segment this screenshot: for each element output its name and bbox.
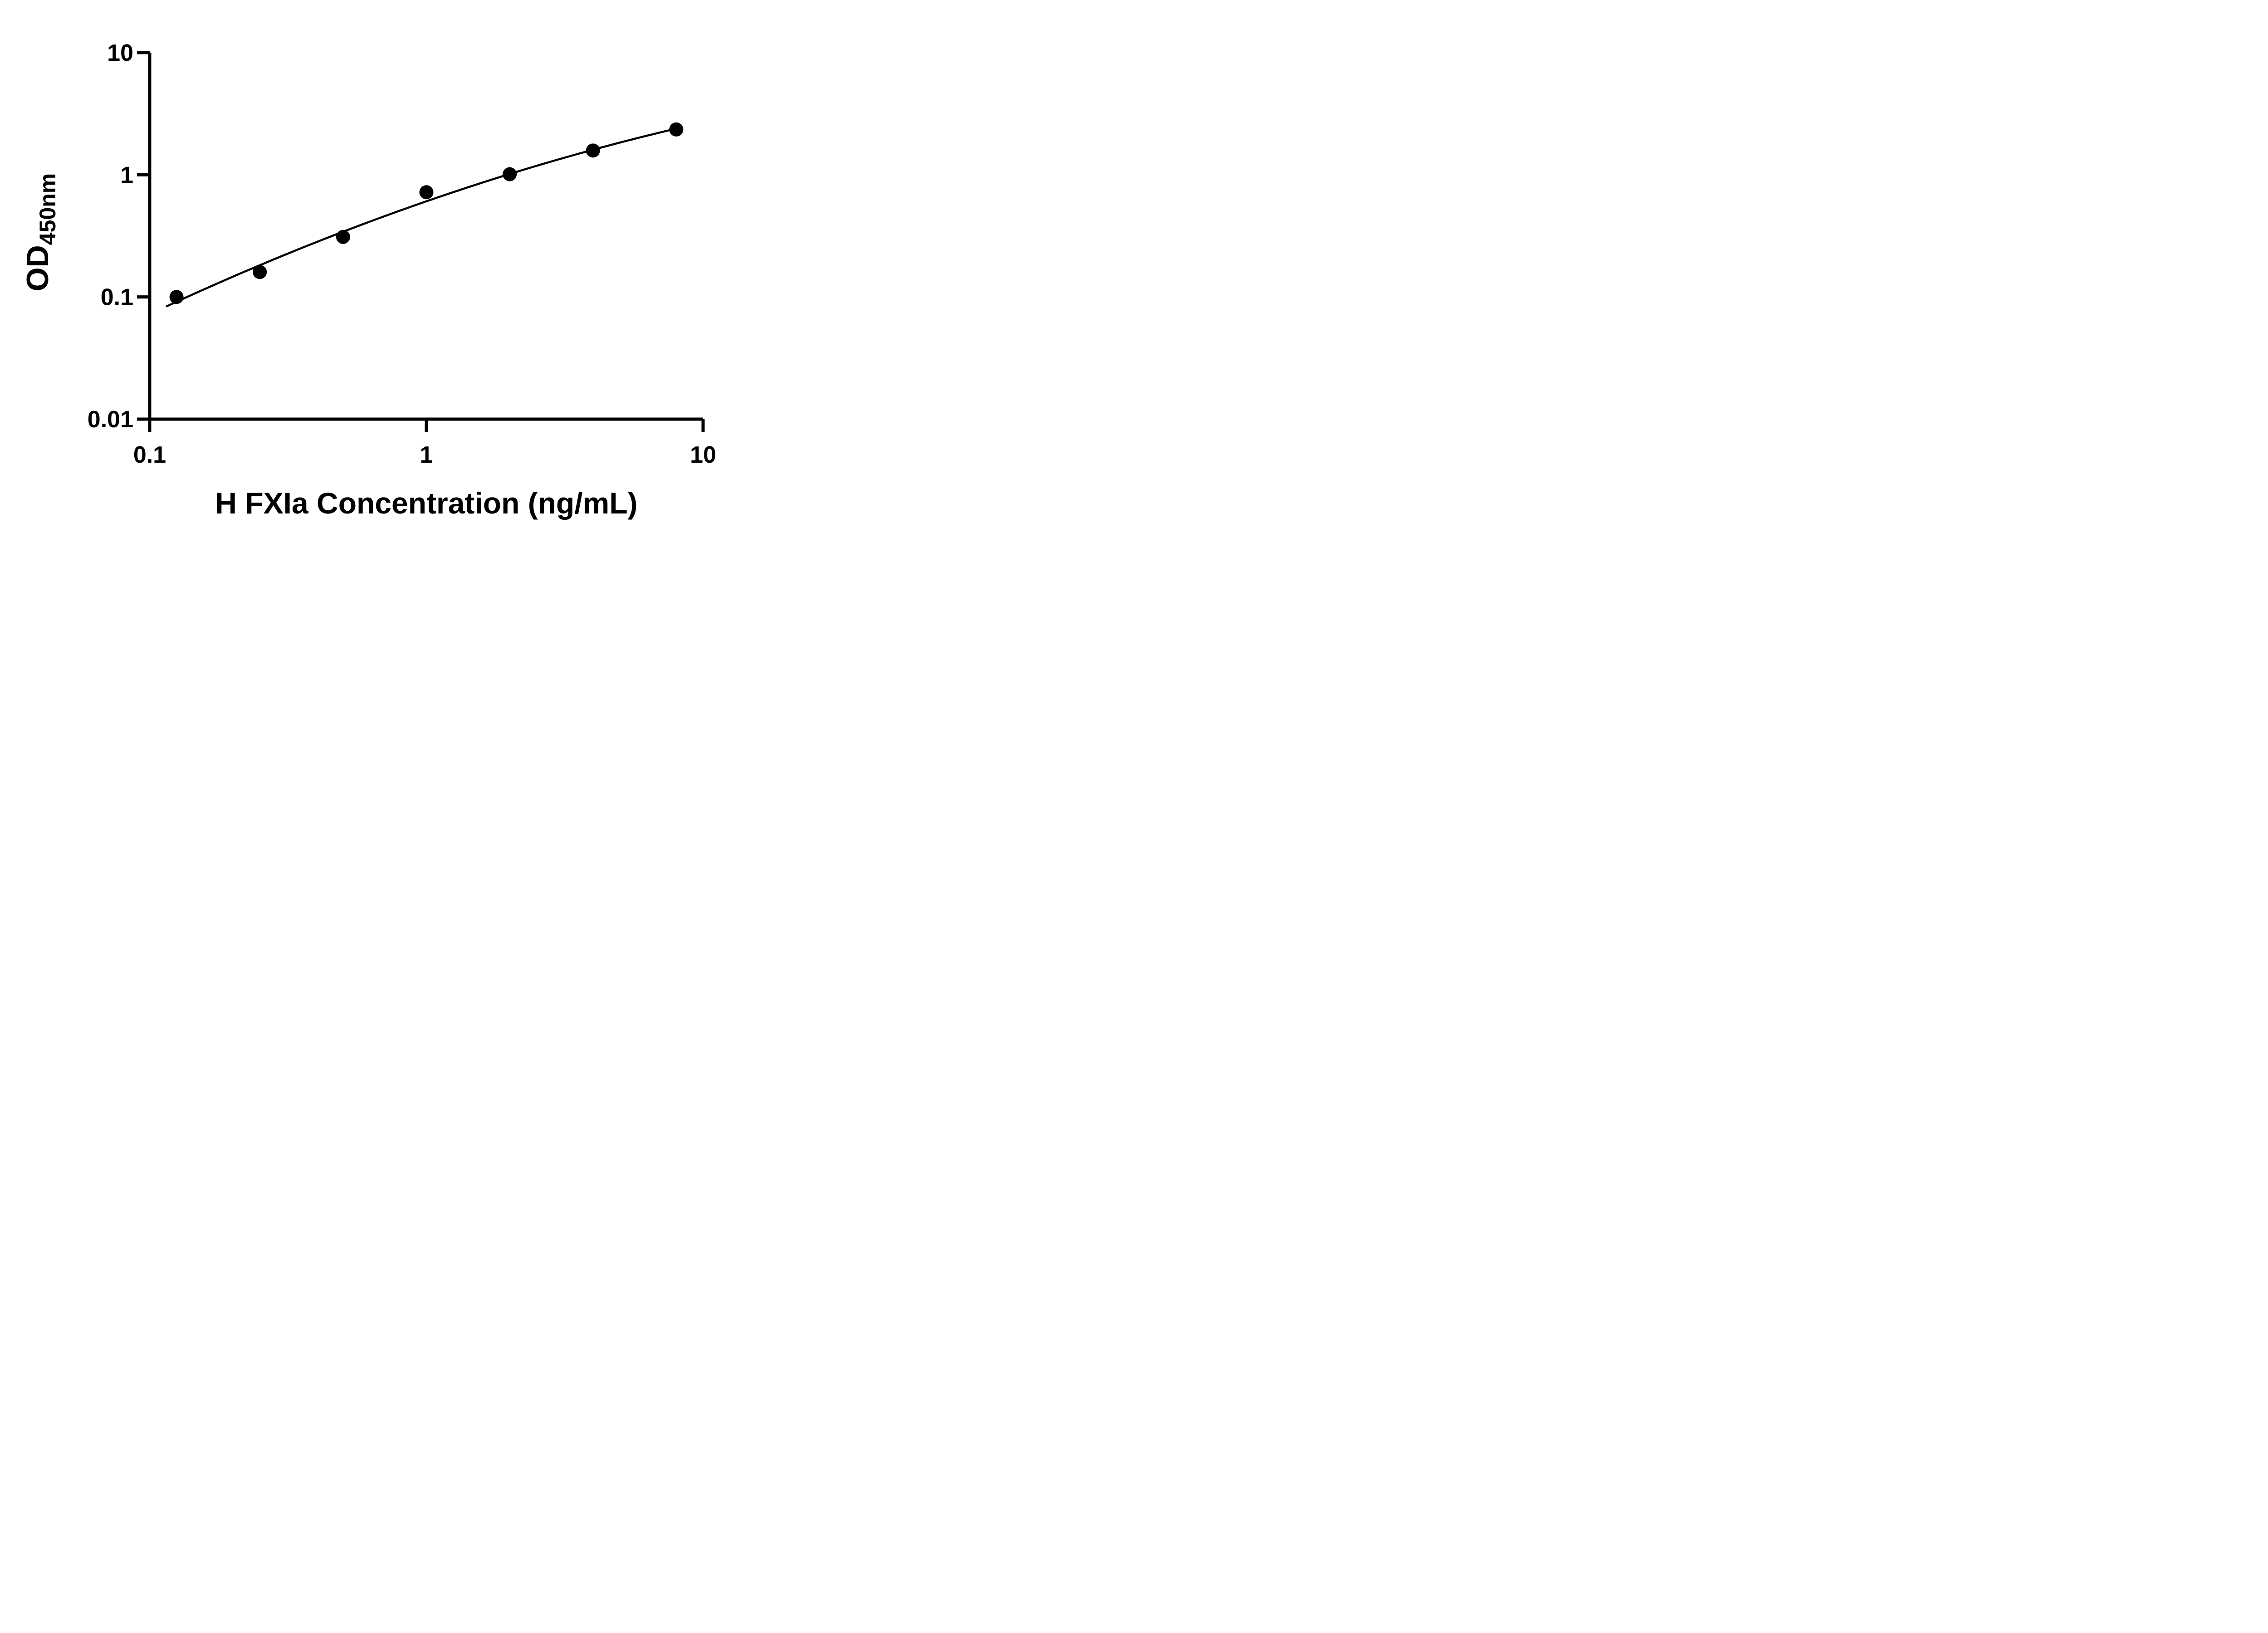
x-axis-title: H FXIa Concentration (ng/mL)	[215, 486, 637, 520]
y-tick-label: 0.01	[88, 406, 133, 433]
y-axis-title: OD450nm	[20, 173, 60, 291]
data-point	[169, 290, 184, 304]
fit-curve	[166, 127, 678, 308]
x-tick-label: 0.1	[133, 442, 166, 468]
x-tick-label: 1	[420, 442, 433, 468]
y-tick-label: 0.1	[101, 284, 133, 311]
data-point	[503, 167, 517, 181]
elisa-standard-curve-figure: 0.01 0.1 1 10 0.1 1 10 H FXIa Concentration (n…	[0, 0, 776, 544]
x-tick-label: 10	[690, 442, 716, 468]
y-tick-label: 10	[107, 40, 133, 66]
y-axis-title-subscript: 450nm	[35, 173, 60, 245]
data-point	[336, 230, 350, 244]
data-point	[253, 265, 267, 279]
y-axis-title-main: OD	[20, 245, 55, 291]
data-point	[669, 122, 684, 137]
axes-frame	[148, 53, 703, 421]
data-point	[586, 143, 600, 158]
data-point	[419, 185, 434, 200]
y-tick-label: 1	[120, 162, 133, 188]
